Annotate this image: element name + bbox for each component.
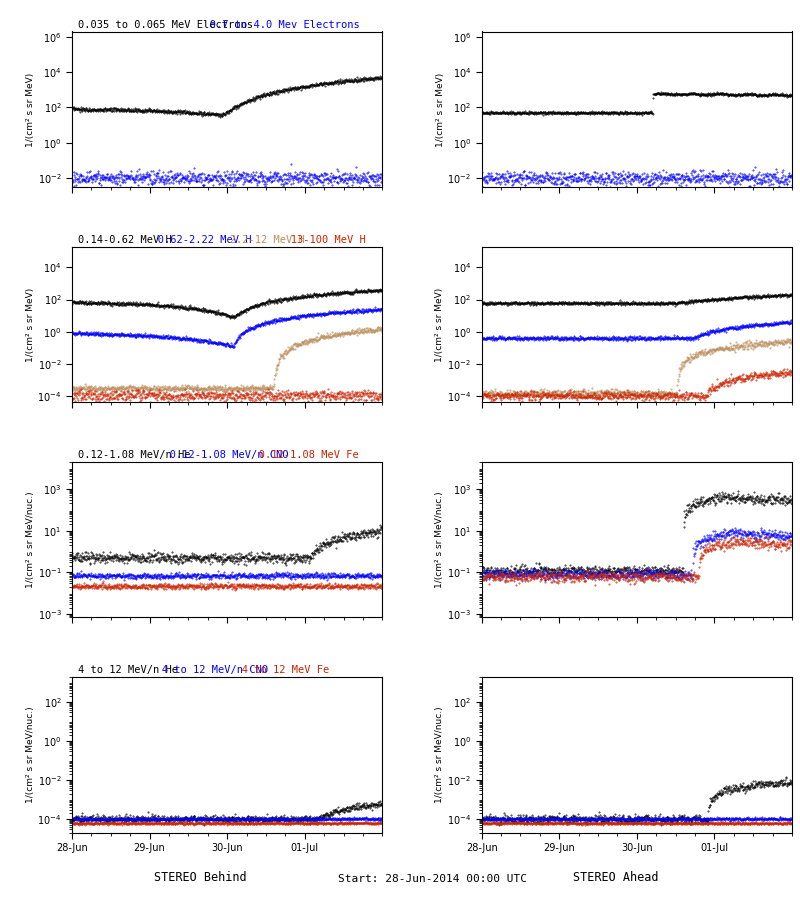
Text: 4 to 12 MeV/n CNO: 4 to 12 MeV/n CNO [142,665,268,675]
Text: 0.12-1.08 MeV/n He: 0.12-1.08 MeV/n He [78,450,190,460]
Y-axis label: 1/(cm² s sr MeV): 1/(cm² s sr MeV) [435,287,444,362]
Y-axis label: 1/(cm² s sr MeV/nuc.): 1/(cm² s sr MeV/nuc.) [26,491,35,588]
Y-axis label: 1/(cm² s sr MeV/nuc.): 1/(cm² s sr MeV/nuc.) [435,706,444,803]
Text: Start: 28-Jun-2014 00:00 UTC: Start: 28-Jun-2014 00:00 UTC [338,874,526,884]
Y-axis label: 1/(cm² s sr MeV): 1/(cm² s sr MeV) [436,72,445,147]
Text: 0.62-2.22 MeV H: 0.62-2.22 MeV H [138,235,251,245]
Text: 0.7 to 4.0 Mev Electrons: 0.7 to 4.0 Mev Electrons [191,20,360,30]
Y-axis label: 1/(cm² s sr MeV): 1/(cm² s sr MeV) [26,287,34,362]
Text: 0.12-1.08 MeV/n CNO: 0.12-1.08 MeV/n CNO [151,450,288,460]
Y-axis label: 1/(cm² s sr MeV/nuc.): 1/(cm² s sr MeV/nuc.) [435,491,445,588]
Text: 0.14-0.62 MeV H: 0.14-0.62 MeV H [78,235,172,245]
Text: 2.2-12 MeV H: 2.2-12 MeV H [211,235,305,245]
Text: 4 to 12 MeV Fe: 4 to 12 MeV Fe [223,665,330,675]
Text: STEREO Behind: STEREO Behind [154,871,246,884]
Text: 13-100 MeV H: 13-100 MeV H [272,235,366,245]
Y-axis label: 1/(cm² s sr MeV/nuc.): 1/(cm² s sr MeV/nuc.) [26,706,34,803]
Y-axis label: 1/(cm² s sr MeV): 1/(cm² s sr MeV) [26,72,35,147]
Text: 4 to 12 MeV/n He: 4 to 12 MeV/n He [78,665,178,675]
Text: 0.035 to 0.065 MeV Electrons: 0.035 to 0.065 MeV Electrons [78,20,254,30]
Text: STEREO Ahead: STEREO Ahead [574,871,658,884]
Text: 0.12-1.08 MeV Fe: 0.12-1.08 MeV Fe [239,450,358,460]
